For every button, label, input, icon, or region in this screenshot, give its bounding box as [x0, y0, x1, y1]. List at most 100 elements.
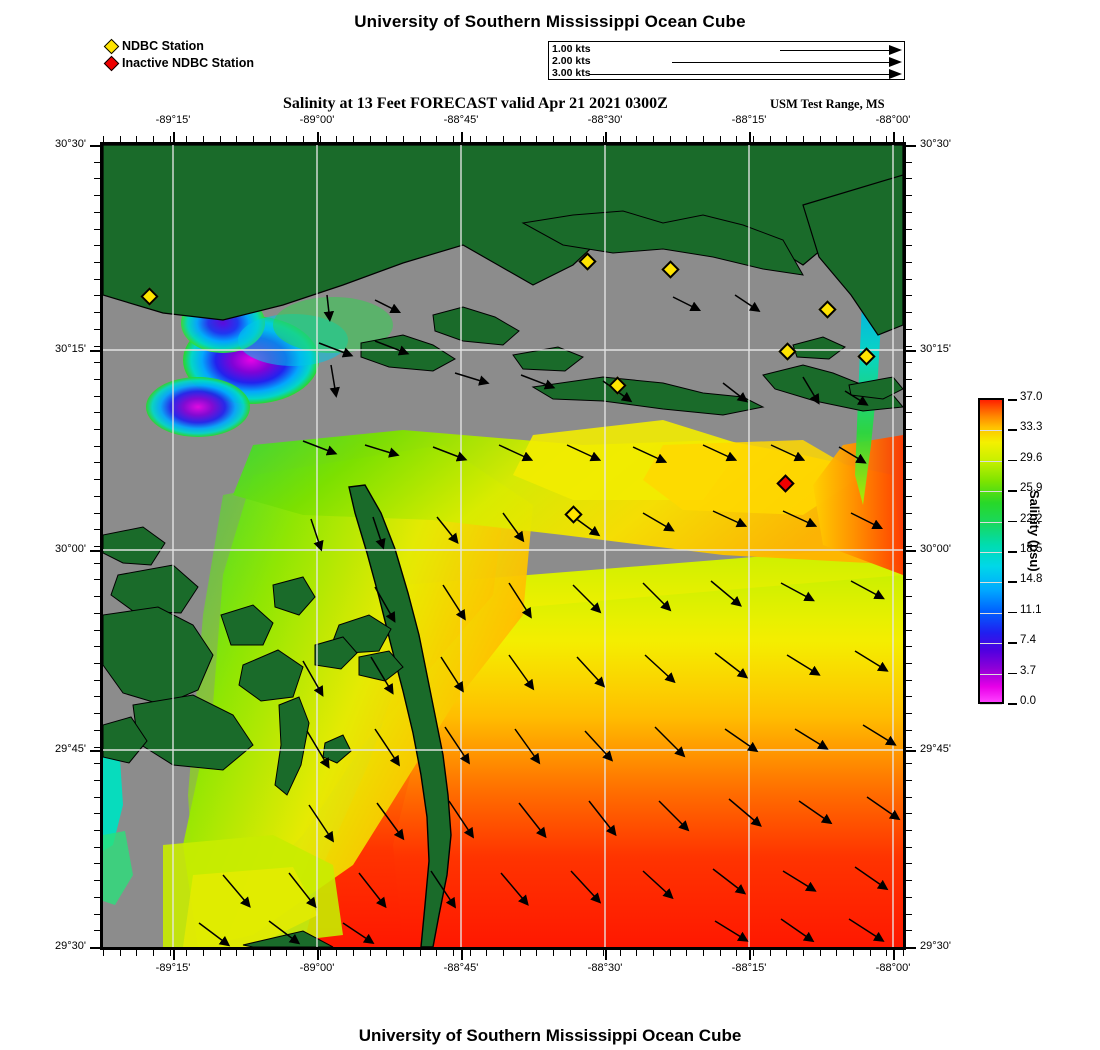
x-minor-tick — [703, 136, 704, 142]
x-minor-tick — [719, 950, 721, 956]
legend-item-inactive-ndbc-station: Inactive NDBC Station — [103, 55, 254, 72]
x-minor-tick — [303, 950, 304, 956]
ndbc-station-diamond-icon — [103, 38, 120, 55]
x-minor-tick — [669, 950, 671, 956]
vector-shaft-1 — [780, 50, 890, 51]
colorbar-tick-label: 7.4 — [1020, 634, 1036, 647]
y-axis-label-right: 30°15' — [920, 343, 951, 355]
x-minor-tick — [236, 950, 238, 956]
x-minor-tick — [786, 136, 788, 142]
y-major-tick — [906, 350, 916, 352]
y-minor-tick — [94, 529, 100, 531]
vector-scale-row-2: 2.00 kts — [549, 55, 904, 68]
y-minor-tick — [94, 913, 100, 915]
y-minor-tick — [94, 211, 100, 213]
x-minor-tick — [136, 950, 138, 956]
colorbar-tick — [1008, 459, 1017, 462]
y-minor-tick — [94, 228, 100, 230]
x-major-tick — [173, 950, 175, 960]
x-minor-tick — [319, 136, 321, 142]
y-minor-tick — [906, 729, 912, 731]
x-major-tick — [605, 950, 607, 960]
y-minor-tick — [94, 596, 100, 598]
colorbar-separator — [980, 552, 1002, 553]
x-major-tick — [461, 950, 463, 960]
x-minor-tick — [653, 136, 654, 142]
x-axis-label-bottom: -88°00' — [875, 962, 911, 974]
colorbar-tick — [1008, 672, 1017, 675]
x-minor-tick — [519, 136, 521, 142]
map-container[interactable]: -89°15' -89°15' -89°00' -89°00' -88°45' -88°4… — [55, 114, 951, 974]
y-minor-tick — [94, 679, 100, 681]
x-minor-tick — [803, 136, 804, 142]
y-minor-tick — [906, 546, 912, 547]
y-minor-tick — [906, 278, 912, 280]
x-major-tick — [461, 132, 463, 142]
x-minor-tick — [903, 136, 904, 142]
y-minor-tick — [906, 863, 912, 865]
y-minor-tick — [94, 863, 100, 865]
salinity-map[interactable] — [100, 142, 906, 950]
y-minor-tick — [94, 295, 100, 297]
x-minor-tick — [736, 950, 738, 956]
y-minor-tick — [94, 662, 100, 664]
colorbar-tick — [1008, 581, 1017, 583]
colorbar-separator — [980, 430, 1002, 432]
current-vector-field — [198, 294, 901, 947]
y-minor-tick — [906, 228, 912, 230]
x-minor-tick — [869, 950, 871, 956]
y-minor-tick — [94, 713, 100, 715]
x-minor-tick — [286, 950, 288, 956]
y-minor-tick — [94, 746, 100, 748]
x-minor-tick — [603, 950, 604, 956]
y-minor-tick — [906, 562, 912, 564]
colorbar-separator — [980, 704, 1002, 705]
y-minor-tick — [906, 378, 912, 380]
colorbar-tick-label: 37.0 — [1020, 391, 1043, 403]
y-minor-tick — [94, 796, 100, 798]
y-major-tick — [906, 550, 916, 552]
y-minor-tick — [906, 746, 912, 748]
x-axis-label-bottom: -89°00' — [299, 962, 335, 974]
x-minor-tick — [336, 950, 338, 956]
colorbar-tick — [1008, 551, 1017, 553]
y-minor-tick — [94, 328, 100, 330]
x-minor-tick — [186, 950, 188, 956]
colorbar-tick — [1008, 611, 1017, 614]
x-minor-tick — [369, 136, 371, 142]
x-minor-tick — [353, 136, 354, 142]
x-major-tick — [893, 950, 895, 960]
x-minor-tick — [753, 950, 754, 956]
x-minor-tick — [853, 950, 854, 956]
x-major-tick — [605, 132, 607, 142]
inactive-ndbc-station-diamond-icon — [103, 55, 120, 72]
colorbar-gradient — [980, 400, 1002, 702]
y-minor-tick — [94, 546, 100, 547]
y-major-tick — [90, 947, 100, 949]
x-major-tick — [749, 132, 751, 142]
colorbar-tick — [1008, 520, 1017, 523]
x-major-tick — [173, 132, 175, 142]
x-minor-tick — [453, 950, 454, 956]
x-minor-tick — [353, 950, 354, 956]
y-minor-tick — [906, 462, 912, 464]
y-minor-tick — [906, 412, 912, 414]
x-minor-tick — [803, 950, 804, 956]
colorbar-tick — [1008, 642, 1017, 644]
x-minor-tick — [419, 950, 421, 956]
y-minor-tick — [94, 195, 100, 197]
x-axis-label-bottom: -88°15' — [731, 962, 767, 974]
y-minor-tick — [906, 846, 912, 848]
y-major-tick — [90, 350, 100, 352]
x-minor-tick — [886, 950, 888, 956]
x-minor-tick — [153, 136, 154, 142]
x-minor-tick — [469, 136, 471, 142]
x-minor-tick — [453, 136, 454, 142]
y-major-tick — [90, 145, 100, 147]
x-minor-tick — [619, 950, 621, 956]
y-axis-label-right: 29°45' — [920, 743, 951, 755]
x-minor-tick — [786, 950, 788, 956]
x-minor-tick — [269, 950, 271, 956]
y-minor-tick — [906, 830, 912, 832]
vector-head-1 — [889, 44, 902, 55]
